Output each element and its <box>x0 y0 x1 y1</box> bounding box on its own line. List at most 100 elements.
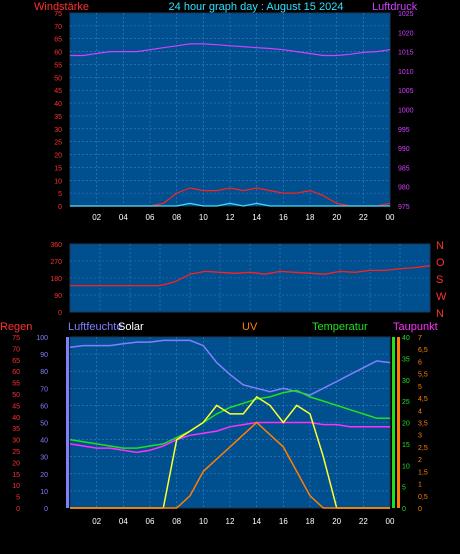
series-böen <box>70 202 390 207</box>
grid-lines <box>70 13 430 508</box>
pressure-tick-label: 1005 <box>398 88 414 95</box>
humidity-tick-label: 10 <box>40 489 48 496</box>
wind-tick-label: 30 <box>54 127 62 134</box>
x-tick-label: 06 <box>146 517 155 526</box>
humidity-tick-label: 20 <box>40 472 48 479</box>
solar-label: Solar <box>118 321 144 333</box>
wind-tick-label: 40 <box>54 101 62 108</box>
uv-tick-label: 1,5 <box>418 469 428 476</box>
pressure-tick-label: 995 <box>398 127 410 134</box>
humidity-tick-label: 40 <box>40 438 48 445</box>
pressure-tick-label: 1010 <box>398 69 414 76</box>
rain-tick-label: 20 <box>12 460 20 467</box>
x-tick-label: 08 <box>172 213 181 222</box>
temp-tick-label: 10 <box>402 463 410 470</box>
x-tick-label: 10 <box>199 213 208 222</box>
x-tick-label: 06 <box>146 213 155 222</box>
wind-tick-label: 60 <box>54 50 62 57</box>
temp-tick-label: 30 <box>402 378 410 385</box>
humidity-label: Luftfeuchte <box>68 321 122 333</box>
rain-tick-label: 70 <box>12 346 20 353</box>
temp-axis-bar <box>392 337 395 508</box>
series-temperatur <box>69 389 390 449</box>
uv-tick-label: 2 <box>418 457 422 464</box>
pressure-tick-label: 980 <box>398 185 410 192</box>
x-tick-label: 22 <box>359 213 368 222</box>
wind-tick-label: 45 <box>54 88 62 95</box>
compass-label: O <box>436 257 445 269</box>
x-tick-label: 02 <box>92 213 101 222</box>
x-tick-label: 18 <box>306 213 315 222</box>
x-tick-label: 20 <box>332 517 341 526</box>
temp-tick-label: 25 <box>402 399 410 406</box>
humidity-tick-label: 0 <box>44 506 48 513</box>
pressure-tick-label: 975 <box>398 204 410 211</box>
wind-tick-label: 5 <box>58 191 62 198</box>
uv-tick-label: 6,5 <box>418 347 428 354</box>
uv-tick-label: 3 <box>418 433 422 440</box>
series-luftfeuchte <box>69 339 391 396</box>
x-tick-label: 12 <box>226 517 235 526</box>
pressure-tick-label: 985 <box>398 165 410 172</box>
wind-tick-label: 50 <box>54 75 62 82</box>
rain-tick-label: 0 <box>16 506 20 513</box>
pressure-tick-label: 1020 <box>398 30 414 37</box>
series-luftdruck <box>70 43 391 57</box>
direction-tick-label: 180 <box>50 276 62 283</box>
rain-tick-label: 30 <box>12 438 20 445</box>
uv-tick-label: 4,5 <box>418 396 428 403</box>
uv-label: UV <box>242 321 258 333</box>
rain-tick-label: 5 <box>16 495 20 502</box>
compass-label: N <box>436 240 444 252</box>
wind-tick-label: 55 <box>54 62 62 69</box>
rain-tick-label: 25 <box>12 449 20 456</box>
temp-tick-label: 35 <box>402 356 410 363</box>
wind-tick-label: 35 <box>54 114 62 121</box>
x-tick-label: 14 <box>252 517 261 526</box>
direction-tick-label: 360 <box>50 242 62 249</box>
compass-label: N <box>436 308 444 320</box>
rain-tick-label: 75 <box>12 335 20 342</box>
x-tick-label: 16 <box>279 213 288 222</box>
pressure-tick-label: 990 <box>398 146 410 153</box>
rain-tick-label: 10 <box>12 483 20 490</box>
humidity-tick-label: 70 <box>40 386 48 393</box>
x-tick-label: 18 <box>306 517 315 526</box>
uv-axis-bar <box>397 337 400 508</box>
series-wind-direction <box>70 265 431 287</box>
x-tick-label: 14 <box>252 213 261 222</box>
pressure-tick-label: 1025 <box>398 11 414 18</box>
direction-tick-label: 90 <box>54 293 62 300</box>
humidity-tick-label: 30 <box>40 455 48 462</box>
uv-tick-label: 4 <box>418 408 422 415</box>
pressure-tick-label: 1000 <box>398 108 414 115</box>
direction-tick-label: 270 <box>50 259 62 266</box>
x-tick-label: 04 <box>119 517 128 526</box>
uv-tick-label: 6 <box>418 359 422 366</box>
rain-tick-label: 60 <box>12 369 20 376</box>
temp-tick-label: 15 <box>402 442 410 449</box>
uv-tick-label: 1 <box>418 482 422 489</box>
humidity-axis-bar <box>66 337 69 508</box>
pressure-tick-label: 1015 <box>398 50 414 57</box>
compass-label: S <box>436 274 443 286</box>
x-tick-label: 00 <box>386 213 395 222</box>
chart-title: 24 hour graph day : August 15 2024 <box>169 1 344 13</box>
humidity-tick-label: 60 <box>40 403 48 410</box>
rain-tick-label: 65 <box>12 358 20 365</box>
rain-tick-label: 55 <box>12 381 20 388</box>
uv-tick-label: 0 <box>418 506 422 513</box>
humidity-tick-label: 90 <box>40 352 48 359</box>
uv-tick-label: 0,5 <box>418 494 428 501</box>
uv-tick-label: 5 <box>418 384 422 391</box>
series-uv <box>70 421 390 509</box>
humidity-tick-label: 80 <box>40 369 48 376</box>
rain-tick-label: 50 <box>12 392 20 399</box>
temp-tick-label: 40 <box>402 335 410 342</box>
rain-tick-label: 35 <box>12 426 20 433</box>
wind-tick-label: 0 <box>58 204 62 211</box>
dewpoint-label: Taupunkt <box>393 321 438 333</box>
series-taupunkt <box>69 421 390 454</box>
compass-label: W <box>436 291 447 303</box>
